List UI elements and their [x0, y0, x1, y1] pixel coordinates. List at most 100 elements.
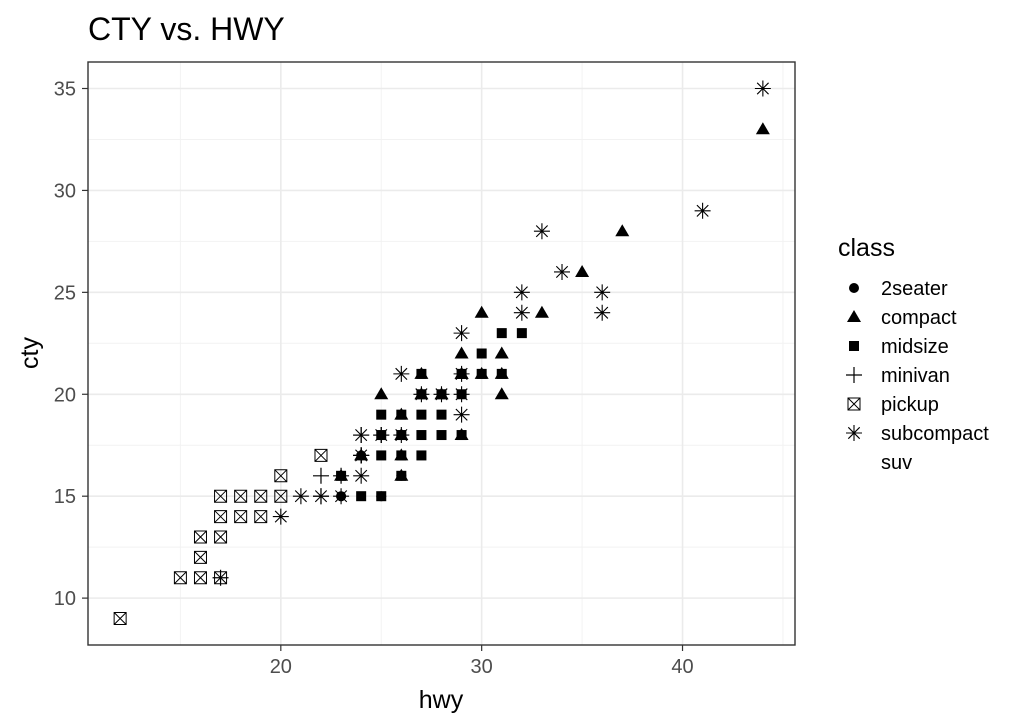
legend-title: class: [838, 234, 895, 262]
data-point-minivan: [333, 467, 350, 484]
data-point-pickup: [214, 571, 228, 585]
data-point-pickup: [173, 571, 187, 585]
legend-key-subcompact: [846, 425, 862, 441]
data-point-compact: [575, 264, 590, 277]
data-point-subcompact: [594, 284, 611, 301]
data-point-subcompact: [393, 365, 410, 382]
data-point-midsize: [436, 409, 447, 420]
legend: 2seater compact midsize minivan pickup subcom…: [846, 278, 989, 474]
data-point-midsize: [496, 368, 507, 379]
data-point-midsize: [456, 430, 467, 441]
data-point-midsize: [356, 491, 367, 502]
data-point-subcompact: [513, 304, 530, 321]
y-tick-label: 15: [54, 486, 76, 508]
y-tick-label: 20: [54, 384, 76, 406]
legend-label-2seater: 2seater: [881, 278, 948, 300]
plot-area: 20 30 40 10 15 20 25 30 35: [54, 61, 796, 678]
legend-key-pickup: [847, 397, 861, 411]
legend-key-compact: [847, 310, 861, 322]
data-point-midsize: [416, 430, 427, 441]
data-point-pickup: [274, 469, 288, 483]
data-point-midsize: [376, 491, 387, 502]
data-point-pickup: [113, 612, 127, 625]
data-point-midsize: [396, 450, 407, 461]
data-point-midsize: [416, 450, 427, 461]
legend-label-compact: compact: [881, 307, 957, 329]
y-axis-label: cty: [16, 337, 44, 369]
data-point-midsize: [516, 328, 527, 339]
legend-key-midsize: [849, 341, 859, 351]
data-point-pickup: [254, 489, 268, 503]
data-point-compact: [474, 305, 489, 318]
data-point-compact: [534, 305, 549, 318]
x-tick-label: 40: [671, 656, 693, 678]
data-point-subcompact: [754, 80, 771, 97]
data-point-subcompact: [413, 386, 430, 403]
data-point-subcompact: [453, 406, 470, 423]
data-point-pickup: [254, 510, 268, 524]
data-point-subcompact: [353, 427, 370, 444]
data-point-pickup: [234, 510, 248, 524]
data-point-midsize: [396, 470, 407, 481]
data-point-pickup: [314, 448, 328, 462]
data-point-compact: [615, 224, 630, 237]
legend-label-midsize: midsize: [881, 336, 949, 358]
data-point-subcompact: [353, 467, 370, 484]
data-point-midsize: [476, 348, 487, 359]
legend-label-pickup: pickup: [881, 394, 939, 416]
data-point-midsize: [416, 409, 427, 420]
data-point-compact: [755, 122, 770, 135]
legend-label-minivan: minivan: [881, 365, 950, 387]
data-point-subcompact: [453, 386, 470, 403]
data-point-compact: [454, 346, 469, 359]
data-point-subcompact: [513, 284, 530, 301]
data-point-midsize: [476, 368, 487, 379]
data-point-subcompact: [272, 508, 289, 525]
data-point-midsize: [496, 328, 507, 339]
chart-title: CTY vs. HWY: [88, 11, 285, 47]
data-point-midsize: [416, 368, 427, 379]
legend-key-minivan: [846, 367, 862, 383]
x-axis-label: hwy: [419, 686, 464, 714]
legend-label-subcompact: subcompact: [881, 423, 989, 445]
data-point-subcompact: [694, 202, 711, 219]
y-tick-label: 30: [54, 180, 76, 202]
data-point-subcompact: [594, 304, 611, 321]
data-point-compact: [374, 387, 389, 400]
panel-border: [87, 61, 796, 646]
data-point-compact: [494, 346, 509, 359]
data-point-subcompact: [453, 365, 470, 382]
data-point-pickup: [193, 530, 207, 544]
data-point-pickup: [214, 489, 228, 503]
data-point-pickup: [274, 489, 288, 503]
data-point-subcompact: [353, 447, 370, 464]
legend-key-2seater: [849, 283, 859, 293]
y-tick-label: 25: [54, 282, 76, 304]
y-tick-label: 35: [54, 79, 76, 101]
data-point-pickup: [234, 489, 248, 503]
data-point-pickup: [214, 530, 228, 544]
data-point-subcompact: [333, 488, 350, 505]
data-point-midsize: [396, 409, 407, 420]
data-point-compact: [494, 387, 509, 400]
data-point-subcompact: [373, 427, 390, 444]
data-point-pickup: [214, 510, 228, 524]
data-point-subcompact: [312, 488, 329, 505]
data-point-midsize: [376, 409, 387, 420]
data-point-pickup: [193, 550, 207, 564]
x-tick-label: 20: [270, 656, 292, 678]
data-point-subcompact: [533, 223, 550, 240]
data-point-subcompact: [292, 488, 309, 505]
data-point-subcompact: [433, 386, 450, 403]
data-point-midsize: [436, 430, 447, 441]
data-point-subcompact: [393, 427, 410, 444]
legend-label-suv: suv: [881, 452, 912, 474]
data-point-pickup: [193, 571, 207, 585]
y-tick-label: 10: [54, 588, 76, 610]
data-point-subcompact: [453, 325, 470, 342]
data-point-midsize: [376, 450, 387, 461]
data-point-minivan: [312, 467, 329, 484]
data-point-subcompact: [554, 263, 571, 280]
x-tick-label: 30: [471, 656, 493, 678]
